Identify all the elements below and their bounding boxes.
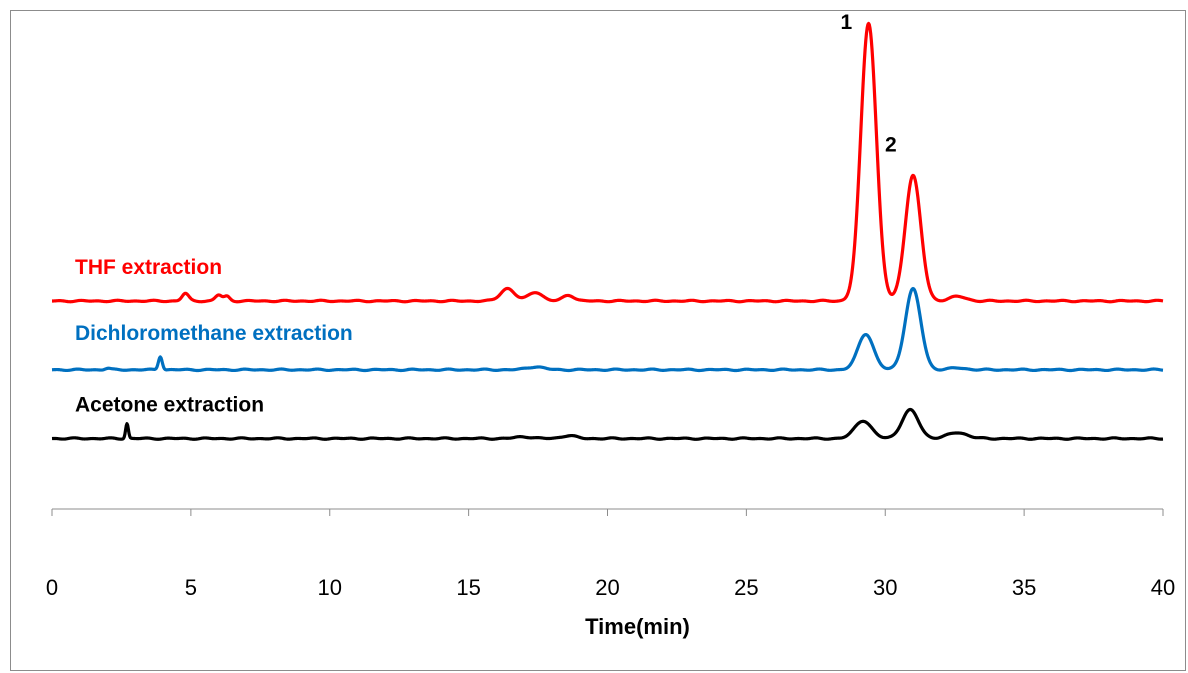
traces-group <box>51 21 1164 441</box>
x-tick-label-35: 35 <box>1012 575 1036 600</box>
peak-annotation-1: 1 <box>841 11 853 34</box>
chromatogram-chart: THF extraction Dichloromethane extraction… <box>46 11 1175 639</box>
x-ticks-group <box>51 509 1164 516</box>
series-label-1: THF extraction <box>75 256 222 279</box>
series-line-3 <box>51 407 1164 441</box>
series-label-3: Acetone extraction <box>75 394 264 417</box>
x-tick-label-25: 25 <box>734 575 758 600</box>
x-tick-label-30: 30 <box>873 575 897 600</box>
series-line-2 <box>51 286 1164 373</box>
peak-annotations-group: 12 <box>841 11 897 157</box>
x-tick-label-15: 15 <box>456 575 480 600</box>
series-label-2: Dichloromethane extraction <box>75 322 353 345</box>
x-tick-label-20: 20 <box>595 575 619 600</box>
chart-frame: THF extraction Dichloromethane extraction… <box>10 10 1186 671</box>
series-line-1 <box>51 21 1164 304</box>
x-tick-label-40: 40 <box>1151 575 1175 600</box>
x-tick-label-0: 0 <box>46 575 58 600</box>
series-labels-group: THF extraction Dichloromethane extraction… <box>75 256 353 417</box>
x-axis-title: Time(min) <box>585 614 690 639</box>
peak-annotation-2: 2 <box>885 134 897 157</box>
x-tick-label-10: 10 <box>318 575 342 600</box>
x-tick-labels-group: 0 5 10 15 20 25 30 35 40 <box>46 575 1175 600</box>
x-tick-label-5: 5 <box>185 575 197 600</box>
